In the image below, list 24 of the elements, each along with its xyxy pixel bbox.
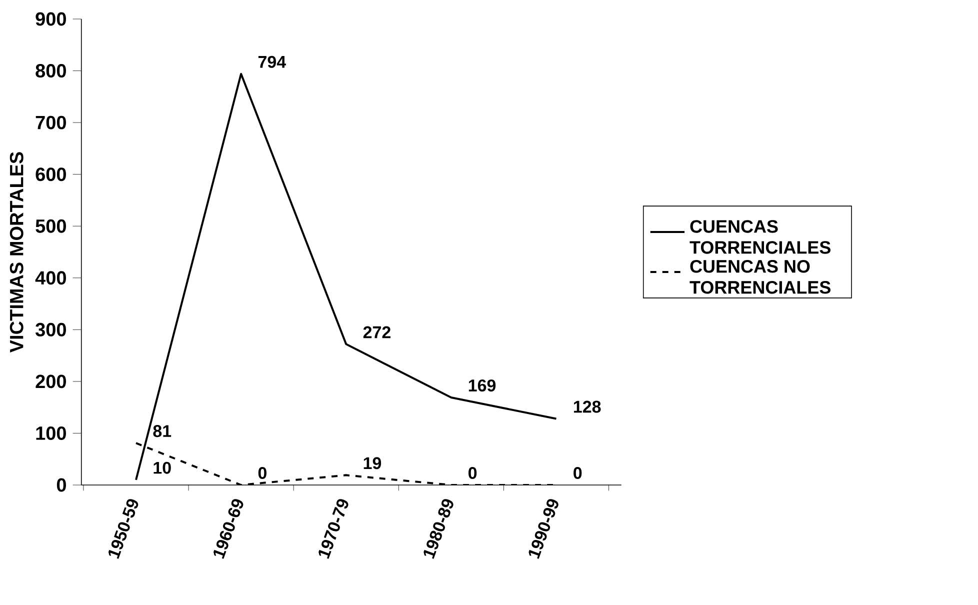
y-tick-label: 400 <box>35 271 66 285</box>
data-label: 794 <box>258 56 286 68</box>
legend-label: CUENCAS TORRENCIALES <box>690 220 830 254</box>
line-series <box>135 72 558 481</box>
data-label: 81 <box>153 425 172 438</box>
y-tick-label: 600 <box>36 168 66 182</box>
y-axis-title: VICTIMAS MORTALES <box>10 152 24 353</box>
data-label: 128 <box>574 400 601 413</box>
data-label: 19 <box>364 457 382 470</box>
data-label: 0 <box>468 466 477 480</box>
data-label: 272 <box>363 326 390 338</box>
y-tick-label: 0 <box>56 478 66 492</box>
y-tick-label: 200 <box>36 374 66 388</box>
data-label: 0 <box>258 466 266 480</box>
y-tick-label: 100 <box>36 426 66 440</box>
y-tick-label: 700 <box>36 116 66 130</box>
data-label: 0 <box>574 466 582 480</box>
y-tick-label: 500 <box>36 219 66 233</box>
legend-label: CUENCAS NO TORRENCIALES <box>690 260 830 294</box>
y-tick-label: 800 <box>36 64 66 78</box>
data-label: 10 <box>154 462 171 474</box>
y-tick-label: 900 <box>36 12 66 26</box>
data-label: 169 <box>468 379 496 392</box>
y-tick-label: 300 <box>36 322 66 336</box>
